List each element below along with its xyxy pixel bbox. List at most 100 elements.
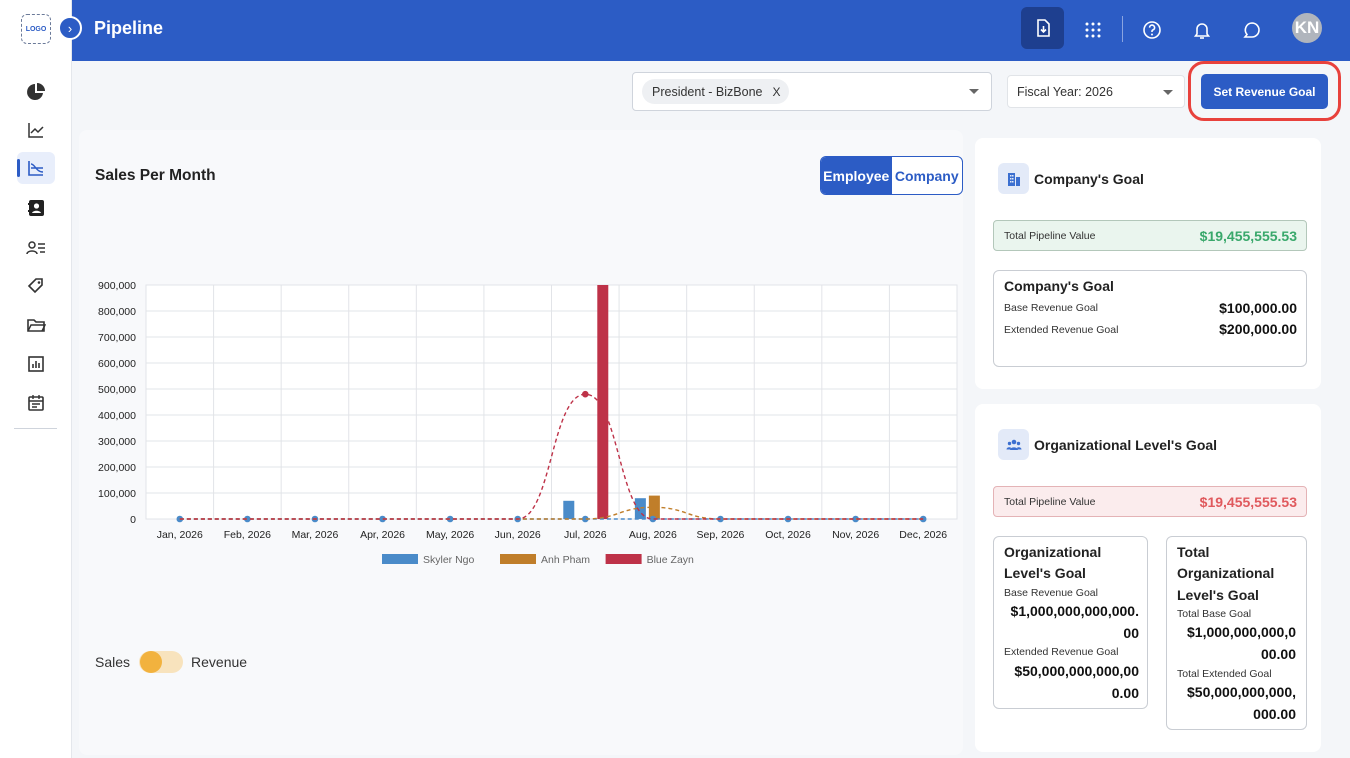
download-icon[interactable]	[1021, 7, 1064, 49]
toggle-knob	[140, 651, 163, 673]
company-goal-box-title: Company's Goal	[1004, 278, 1114, 294]
base-revenue-value: $100,000.00	[1219, 300, 1297, 316]
tag-icon[interactable]	[17, 270, 55, 302]
org-base-label: Base Revenue Goal	[1004, 587, 1098, 599]
org-base-value-line1: $1,000,000,000,000.	[1010, 603, 1139, 619]
avatar[interactable]: KN	[1292, 13, 1322, 43]
total-goal-title-line3: Level's Goal	[1177, 587, 1259, 603]
switch-label-revenue: Revenue	[191, 654, 248, 670]
bar	[634, 498, 646, 519]
chip-label: President - BizBone	[652, 84, 763, 99]
trend-point	[379, 515, 386, 523]
set-revenue-goal-button[interactable]: Set Revenue Goal	[1201, 74, 1328, 109]
legend-label: Skyler Ngo	[423, 554, 475, 566]
total-base-value-line2: 00.00	[1260, 646, 1296, 662]
legend-swatch	[605, 554, 642, 564]
org-goal-card: Organizational Level's Goal Total Pipeli…	[975, 404, 1321, 752]
x-tick-label: Jun, 2026	[495, 529, 541, 541]
trend-point	[649, 504, 657, 511]
highlight-annotation	[1188, 61, 1341, 121]
folder-icon[interactable]	[17, 309, 55, 341]
chat-icon[interactable]	[1236, 14, 1268, 46]
team-icon	[998, 429, 1029, 460]
fiscal-year-value: Fiscal Year: 2026	[1017, 85, 1113, 99]
total-ext-value-line2: 000.00	[1253, 706, 1296, 722]
y-tick-label: 100,000	[98, 488, 136, 500]
total-ext-label: Total Extended Goal	[1177, 668, 1272, 680]
x-tick-label: Aug, 2026	[629, 529, 677, 541]
pie-chart-icon[interactable]	[17, 76, 55, 108]
y-tick-label: 800,000	[98, 306, 136, 318]
y-tick-label: 300,000	[98, 436, 136, 448]
x-tick-label: Jul, 2026	[564, 529, 607, 541]
report-icon[interactable]	[17, 348, 55, 380]
y-tick-label: 500,000	[98, 384, 136, 396]
legend-swatch	[500, 554, 536, 564]
trend-point	[244, 515, 251, 523]
company-goal-box: Company's Goal Base Revenue Goal $100,00…	[993, 270, 1307, 367]
calendar-icon[interactable]	[17, 387, 55, 419]
company-goal-heading: Company's Goal	[1034, 171, 1144, 187]
total-goal-title-line1: Total	[1177, 544, 1210, 560]
y-tick-label: 400,000	[98, 410, 136, 422]
role-filter-select[interactable]: President - BizBone X	[632, 72, 992, 111]
base-revenue-label: Base Revenue Goal	[1004, 302, 1098, 314]
y-tick-label: 700,000	[98, 332, 136, 344]
apps-grid-icon[interactable]	[1077, 14, 1109, 46]
total-goal-title-line2: Organizational	[1177, 565, 1275, 581]
org-goal-title-line1: Organizational	[1004, 544, 1102, 560]
extended-revenue-label: Extended Revenue Goal	[1004, 324, 1119, 336]
trend-point	[581, 515, 589, 523]
org-ext-value-line2: 0.00	[1111, 685, 1139, 701]
header-separator	[1122, 16, 1123, 42]
sales-revenue-switch-row: Sales Revenue	[95, 651, 247, 673]
pipeline-value: $19,455,555.53	[1199, 494, 1297, 510]
org-base-value-line2: 00	[1123, 625, 1139, 641]
total-base-value-line1: $1,000,000,000,0	[1187, 624, 1296, 640]
switch-label-sales: Sales	[95, 654, 131, 670]
total-base-label: Total Base Goal	[1177, 608, 1252, 620]
trend-point	[446, 515, 454, 523]
company-goal-card: Company's Goal Total Pipeline Value $19,…	[975, 138, 1321, 389]
y-tick-label: 0	[130, 514, 136, 526]
pipeline-chart-icon[interactable]	[17, 152, 55, 184]
view-toggle: Employee Company	[820, 156, 963, 195]
fiscal-year-select[interactable]: Fiscal Year: 2026	[1007, 75, 1185, 108]
y-tick-label: 900,000	[98, 280, 136, 292]
x-tick-label: Feb, 2026	[224, 529, 271, 541]
trend-point	[176, 515, 184, 523]
bell-icon[interactable]	[1186, 14, 1218, 46]
x-tick-label: Dec, 2026	[899, 529, 947, 541]
chart-title: Sales Per Month	[95, 167, 216, 184]
sales-per-month-chart: 900,000 800,000 700,000 600,000 500,000 400,0…	[98, 280, 958, 566]
chevron-down-icon	[1163, 90, 1173, 95]
x-tick-label: Nov, 2026	[832, 529, 879, 541]
x-tick-label: Apr, 2026	[360, 529, 405, 541]
total-org-goal-box: Total Organizational Level's Goal Total …	[1166, 536, 1307, 730]
trend-chart-icon[interactable]	[17, 114, 55, 146]
sidebar-collapse-button[interactable]: ›	[58, 16, 82, 40]
sales-revenue-toggle[interactable]	[139, 651, 184, 673]
pipeline-label: Total Pipeline Value	[1004, 496, 1096, 508]
employee-view-button[interactable]: Employee	[821, 157, 892, 194]
help-icon[interactable]	[1136, 14, 1168, 46]
y-tick-label: 600,000	[98, 358, 136, 370]
user-list-icon[interactable]	[17, 232, 55, 264]
company-view-button[interactable]: Company	[894, 167, 959, 184]
total-ext-value-line1: $50,000,000,000,	[1187, 684, 1296, 700]
sidebar-divider	[14, 428, 57, 429]
sales-chart-card: Sales Per Month Employee Company 900,000…	[79, 130, 963, 755]
extended-revenue-value: $200,000.00	[1219, 321, 1297, 337]
contacts-book-icon[interactable]	[17, 192, 55, 224]
x-tick-label: May, 2026	[426, 529, 474, 541]
chip-remove-button[interactable]: X	[772, 84, 781, 99]
x-tick-label: Sep, 2026	[697, 529, 745, 541]
building-icon	[998, 163, 1029, 194]
bar	[597, 285, 609, 519]
trend-point	[581, 390, 589, 398]
org-level-goal-box: Organizational Level's Goal Base Revenue…	[993, 536, 1148, 709]
org-pipeline-value: Total Pipeline Value $19,455,555.53	[993, 486, 1307, 517]
company-pipeline-value: Total Pipeline Value $19,455,555.53	[993, 220, 1307, 251]
pipeline-value: $19,455,555.53	[1199, 228, 1297, 244]
x-tick-label: Mar, 2026	[292, 529, 339, 541]
